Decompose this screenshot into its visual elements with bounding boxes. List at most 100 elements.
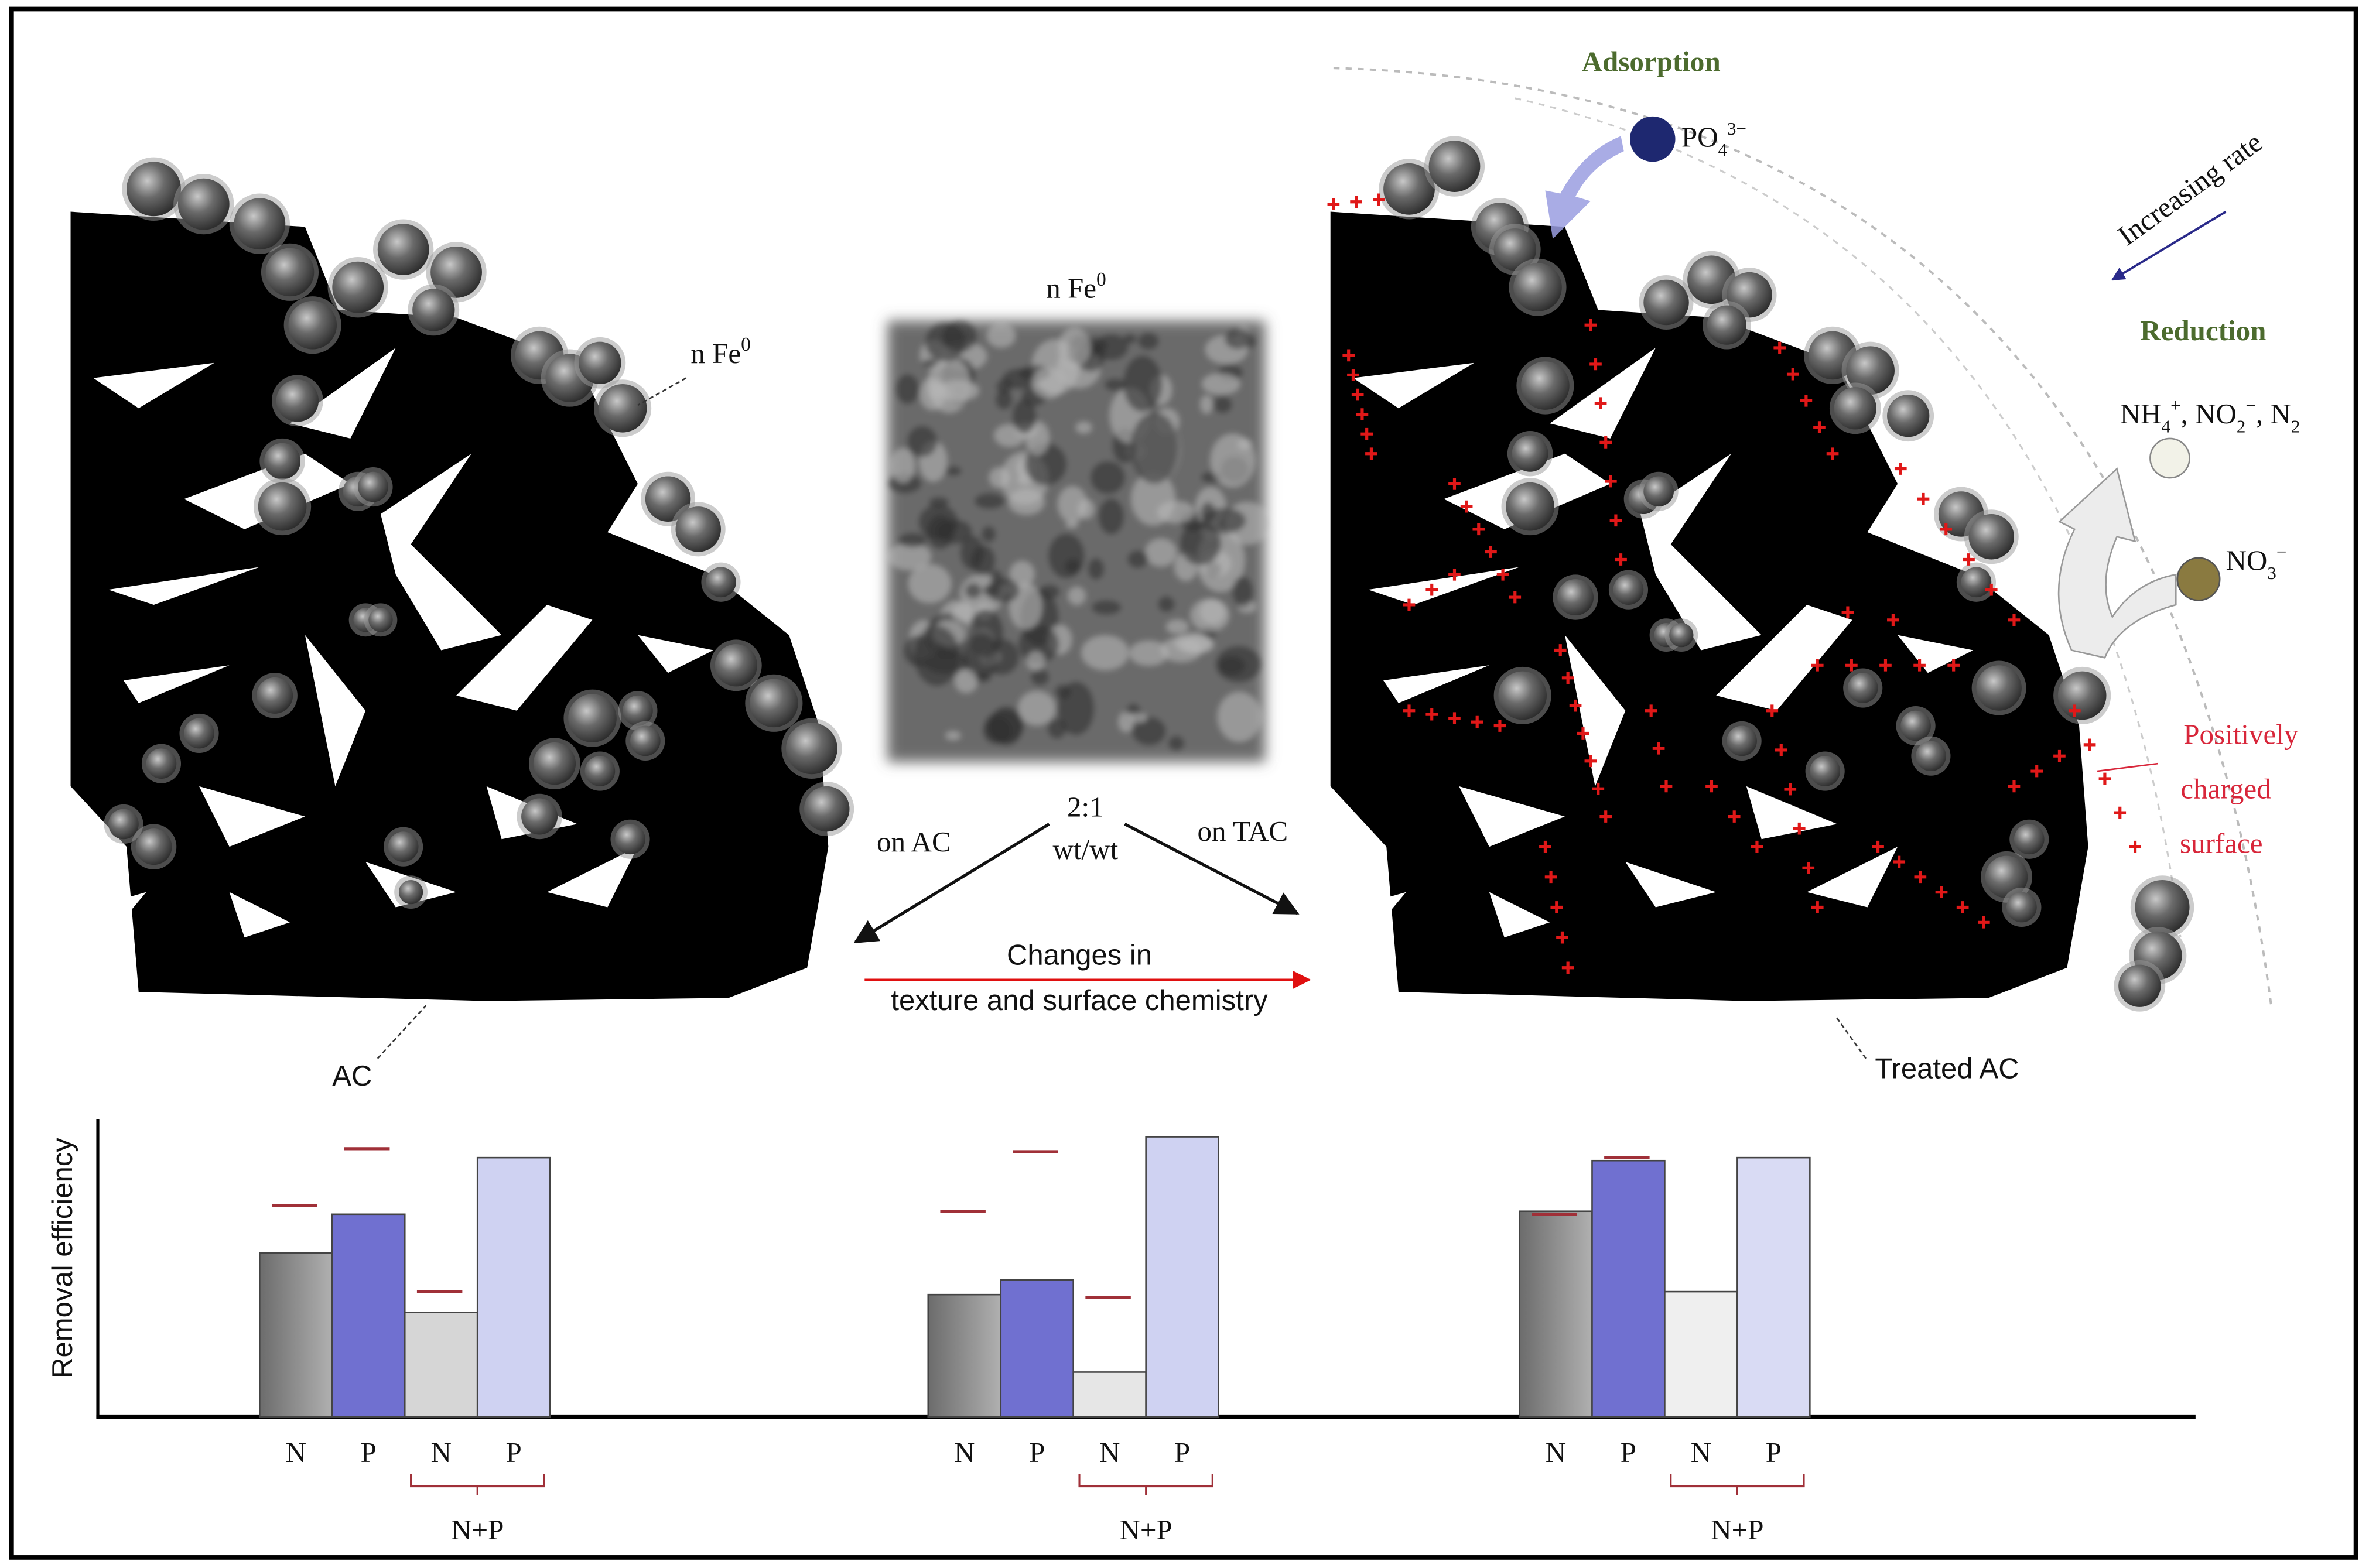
tem-blob — [1058, 328, 1091, 368]
tem-blob — [1202, 373, 1240, 395]
nfe-sphere — [1513, 263, 1562, 311]
tem-blob — [937, 380, 979, 402]
x-tick-label: N — [1546, 1436, 1566, 1468]
plus — [2083, 738, 2096, 751]
x-tick-label: N — [431, 1436, 452, 1468]
bar — [927, 1293, 1002, 1418]
nfe-sphere — [1900, 710, 1931, 741]
nfe-sphere — [412, 289, 455, 331]
bar — [1736, 1156, 1811, 1418]
tem-blob — [936, 519, 972, 545]
nfe-sphere — [1961, 567, 1992, 598]
x-tick-label: N — [954, 1436, 975, 1468]
plus — [1751, 840, 1763, 853]
tem-blob — [987, 578, 1020, 603]
plus — [1327, 198, 1340, 210]
no3-sup: − — [2276, 542, 2286, 562]
tem-content — [887, 320, 1269, 762]
plus — [1539, 840, 1551, 853]
tem-blob — [898, 532, 927, 547]
nfe-sphere — [804, 786, 850, 832]
tem-blob — [1123, 355, 1163, 412]
pair-label: N+P — [1711, 1514, 1763, 1546]
bar — [1072, 1371, 1147, 1418]
tem-blob — [965, 583, 982, 599]
plus — [1935, 886, 1948, 898]
nfe-sphere — [579, 341, 621, 384]
pair-bracket — [1078, 1474, 1213, 1496]
bar — [476, 1156, 551, 1418]
nfe-sphere — [177, 178, 230, 230]
nfe-sphere — [1846, 346, 1895, 395]
arrow — [1124, 823, 1300, 915]
nfe-text: n Fe — [690, 337, 741, 369]
bar — [1000, 1279, 1074, 1418]
products-label: NH4+, NO2−, N2 — [2120, 395, 2300, 436]
plus — [1766, 704, 1779, 717]
plus — [1594, 397, 1607, 409]
plus — [2114, 806, 2127, 819]
plus — [1775, 744, 1787, 756]
plus — [1554, 644, 1567, 656]
ratio: 2:1 — [1067, 791, 1104, 823]
products-sub: 2 — [2237, 416, 2245, 437]
nfe-sphere — [1669, 622, 1694, 648]
nfe-sphere — [2006, 892, 2037, 923]
plus — [1940, 523, 1953, 536]
plus — [1403, 704, 1416, 717]
tem-blob — [1131, 717, 1167, 746]
product-ion — [2149, 437, 2190, 479]
plus — [1802, 861, 1815, 874]
nfe-sphere — [623, 695, 653, 726]
nfe-sphere — [258, 482, 307, 531]
x-tick-label: P — [506, 1436, 522, 1468]
on-ac: on AC — [877, 826, 951, 858]
tem-blob — [1131, 472, 1175, 526]
nfe-sphere — [2118, 964, 2161, 1007]
charged-label: Positively — [2183, 718, 2299, 751]
plus — [1347, 369, 1359, 381]
plus — [1599, 810, 1612, 823]
pair-label: N+P — [1119, 1514, 1172, 1546]
plus — [1894, 463, 1907, 475]
products-sup: + — [2170, 395, 2180, 415]
tem-blob — [1048, 533, 1085, 579]
arrow — [853, 823, 1050, 944]
tem-blob — [1018, 625, 1059, 664]
tem-blob — [1088, 557, 1105, 580]
nfe-sphere — [1512, 435, 1548, 472]
plus — [1609, 514, 1622, 527]
plus — [1811, 659, 1824, 672]
nitrate-ion — [2176, 557, 2221, 601]
charged-label: charged — [2180, 773, 2271, 805]
tem-blob — [1191, 598, 1229, 632]
tem-blob — [1058, 486, 1088, 522]
tem-blob — [1118, 711, 1134, 732]
nfe-sphere — [2135, 879, 2190, 934]
x-tick-label: P — [1766, 1436, 1782, 1468]
bar — [1145, 1136, 1219, 1418]
tem-blob — [1168, 735, 1185, 751]
plus — [1705, 780, 1718, 793]
nfe-sphere — [1383, 163, 1435, 215]
pair-bracket — [1670, 1474, 1805, 1496]
adsorption-label: Adsorption — [1582, 45, 1721, 77]
nfe-sup: 0 — [741, 334, 751, 355]
charged-label: surface — [2180, 827, 2263, 860]
no3-text: NO — [2226, 545, 2268, 577]
nfe-sphere — [265, 248, 315, 297]
po4-text: PO — [1681, 121, 1718, 153]
tem-blob — [1008, 488, 1045, 515]
nfe-sphere — [1968, 514, 2014, 560]
po4-sup: 3− — [1727, 118, 1746, 139]
ratio-unit: wt/wt — [1052, 833, 1118, 865]
rate-arc — [1333, 67, 2272, 1006]
nfe-sphere — [257, 677, 293, 714]
nfe-sphere — [715, 644, 757, 687]
tem-blob — [925, 322, 966, 362]
plus — [1917, 492, 1930, 505]
plus — [1448, 478, 1461, 490]
plus — [1811, 901, 1824, 913]
x-tick-label: P — [1621, 1436, 1636, 1468]
plus — [2098, 772, 2111, 785]
